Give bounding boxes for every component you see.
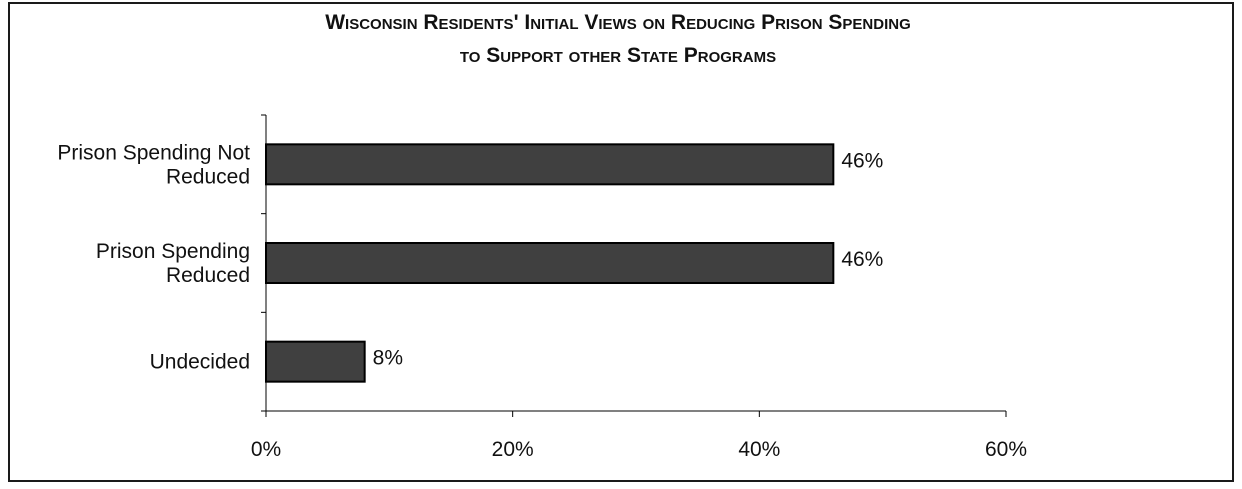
category-label: Reduced [166, 264, 250, 287]
bar [265, 143, 835, 186]
plot-area: 0% 20% 40% 60%46%Prison Spending NotReduced… [57, 114, 1027, 461]
x-tick-label: 40% [738, 438, 780, 461]
x-tick-label: 0% [251, 438, 281, 461]
category-label: Reduced [166, 165, 250, 188]
data-label: 46% [841, 149, 883, 172]
category-label: Prison Spending Not [57, 141, 250, 164]
x-tick-label: 20% [492, 438, 534, 461]
chart-title-line-1: Wisconsin Residents' Initial Views on Re… [325, 11, 911, 34]
bar [265, 242, 835, 284]
category-label: Prison Spending [96, 240, 250, 263]
data-label: 46% [841, 248, 883, 271]
x-tick-label: 60% [985, 438, 1027, 461]
bar [265, 340, 366, 383]
chart-title-line-2: to Support other State Programs [460, 44, 776, 67]
category-label: Undecided [150, 351, 250, 374]
data-label: 8% [373, 347, 403, 370]
